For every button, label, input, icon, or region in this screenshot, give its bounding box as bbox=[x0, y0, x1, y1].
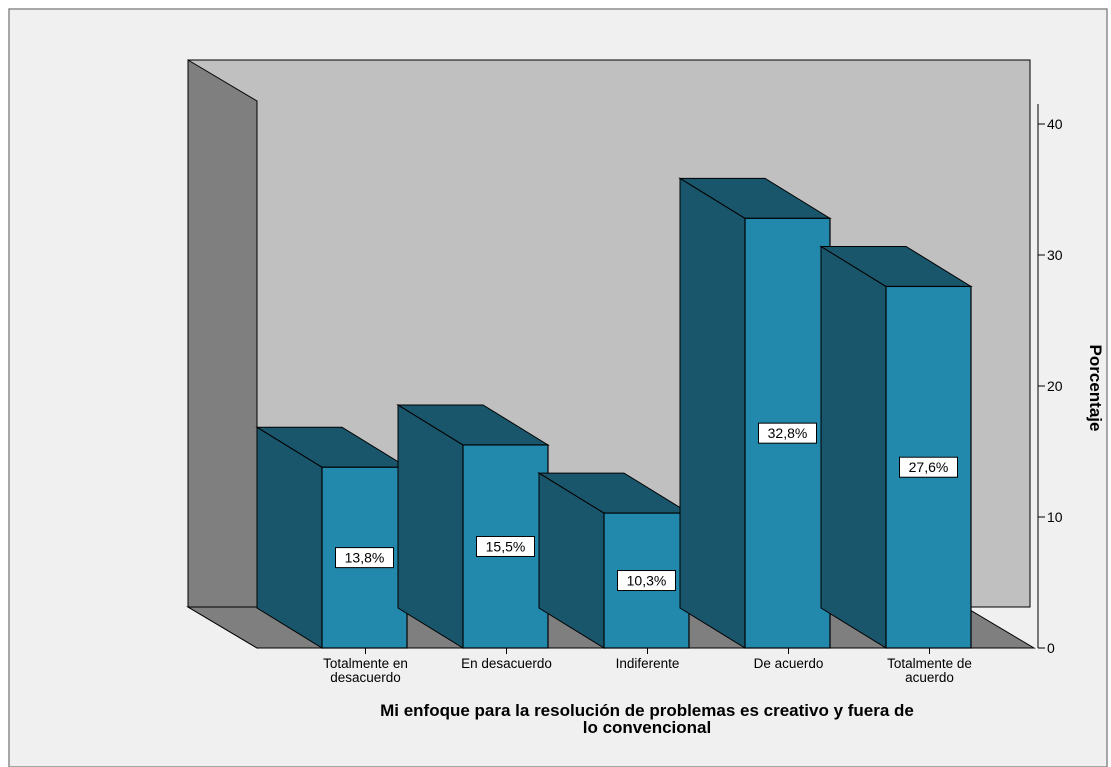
data-label: 10,3% bbox=[627, 573, 667, 589]
x-tick-label: Totalmente en desacuerdo bbox=[323, 656, 408, 685]
x-tick-label: En desacuerdo bbox=[461, 656, 552, 671]
y-tick-label: 40 bbox=[1047, 116, 1063, 132]
bar-1: 13,8% bbox=[255, 426, 409, 649]
data-label-box bbox=[758, 422, 817, 444]
x-tick-label: Totalmente de acuerdo bbox=[887, 656, 972, 685]
data-label-box bbox=[335, 547, 394, 569]
y-tick-label: 10 bbox=[1047, 509, 1063, 525]
y-axis-title: Porcentaje bbox=[1086, 345, 1105, 432]
bar-side-face bbox=[397, 404, 464, 649]
bar-side-face bbox=[820, 245, 887, 649]
bar-4: 32,8% bbox=[678, 177, 832, 649]
bar-2: 15,5% bbox=[396, 404, 550, 649]
y-tick-label: 20 bbox=[1047, 378, 1063, 394]
left-wall bbox=[187, 59, 258, 649]
y-tick-label: 0 bbox=[1047, 640, 1055, 656]
data-label-box bbox=[617, 570, 676, 592]
y-tick-label: 30 bbox=[1047, 247, 1063, 263]
data-label: 32,8% bbox=[768, 425, 808, 441]
data-label: 27,6% bbox=[909, 459, 949, 475]
x-axis-title: Mi enfoque para la resolución de problem… bbox=[380, 701, 914, 737]
x-tick-label: Indiferente bbox=[616, 656, 680, 671]
data-label: 13,8% bbox=[345, 550, 385, 566]
data-label-box bbox=[899, 456, 958, 478]
x-tick-label: De acuerdo bbox=[754, 656, 824, 671]
data-label: 15,5% bbox=[486, 538, 526, 554]
data-label-box bbox=[476, 535, 535, 557]
bar-3: 10,3% bbox=[537, 472, 691, 649]
bar-5: 27,6% bbox=[819, 245, 973, 649]
bar-side-face bbox=[679, 177, 746, 649]
